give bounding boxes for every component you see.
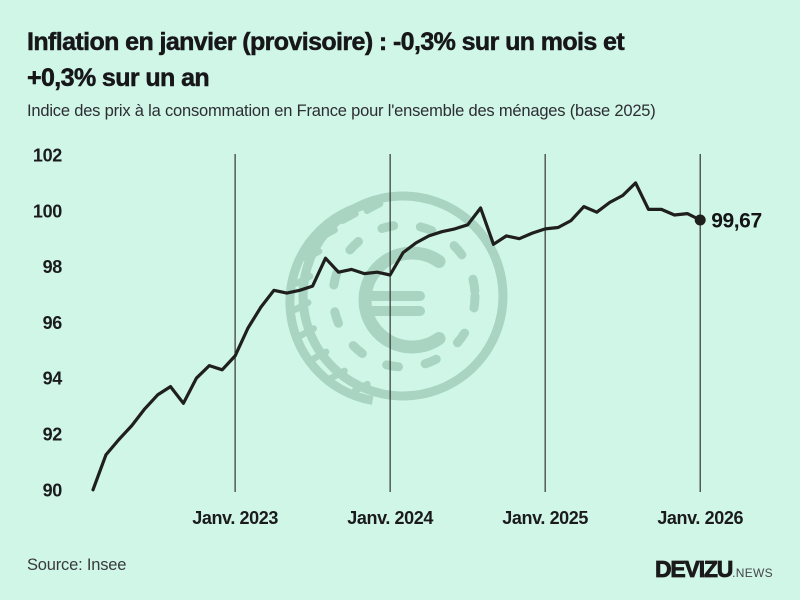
x-tick-label: Janv. 2023 xyxy=(192,508,278,528)
logo-main-text: DEVIZU xyxy=(655,556,734,583)
end-point-dot xyxy=(694,214,706,226)
devizu-logo: DEVIZU .NEWS xyxy=(655,556,773,583)
source-note: Source: Insee xyxy=(27,556,127,574)
y-tick-label: 90 xyxy=(43,480,63,500)
x-tick-label: Janv. 2024 xyxy=(347,508,433,528)
y-tick-label: 94 xyxy=(43,369,63,389)
gridlines xyxy=(234,154,701,492)
y-tick-label: 102 xyxy=(33,146,62,166)
end-value-label: 99,67 xyxy=(711,210,762,233)
x-tick-label: Janv. 2025 xyxy=(502,508,588,528)
y-tick-label: 98 xyxy=(43,257,63,277)
euro-coin-icon xyxy=(285,191,508,405)
y-axis-labels: 102 100 98 96 94 92 90 xyxy=(33,146,63,501)
data-series: 99,67 xyxy=(91,181,762,492)
y-tick-label: 96 xyxy=(43,313,63,333)
page-subtitle: Indice des prix à la consommation en Fra… xyxy=(27,102,656,120)
page-title: Inflation en janvier (provisoire) : -0,3… xyxy=(27,28,625,93)
y-tick-label: 100 xyxy=(33,201,62,221)
y-tick-label: 92 xyxy=(43,425,63,445)
logo-suffix-text: .NEWS xyxy=(732,566,773,580)
x-axis-labels: Janv. 2023 Janv. 2024 Janv. 2025 Janv. 2026 xyxy=(192,508,744,528)
data-line xyxy=(91,181,702,492)
x-tick-label: Janv. 2026 xyxy=(657,508,743,528)
